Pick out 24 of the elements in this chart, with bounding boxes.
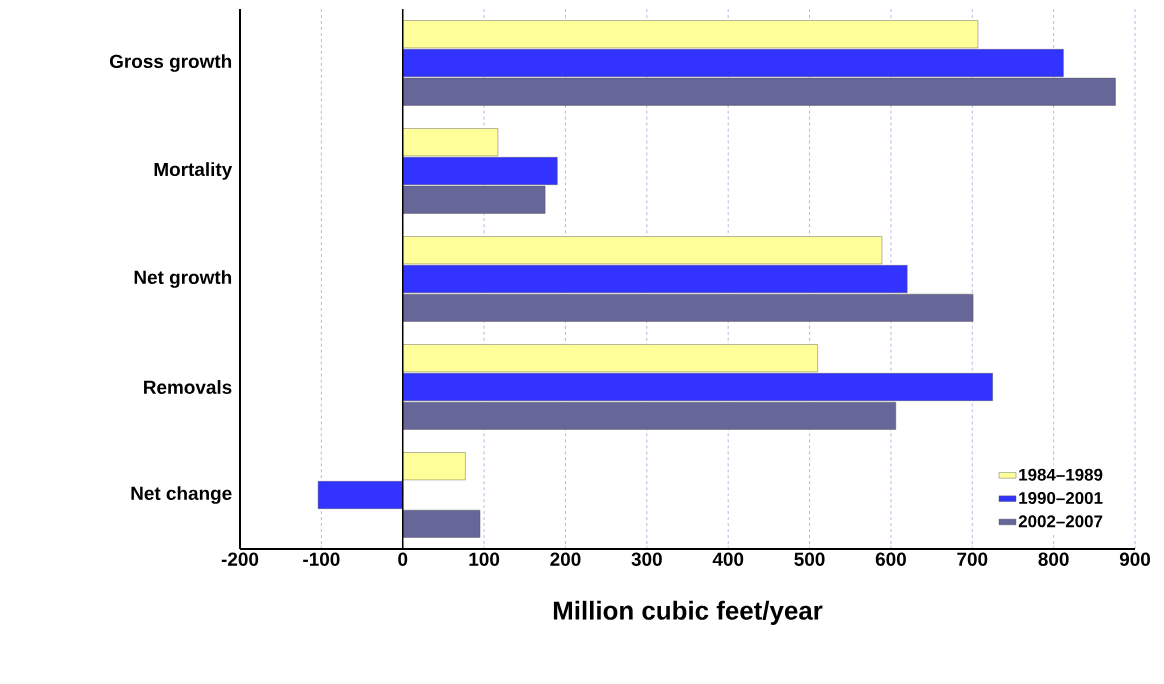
x-tick-label: 600	[875, 552, 906, 566]
y-tick-label: Mortality	[154, 162, 233, 180]
y-tick-label: Removals	[144, 380, 232, 394]
bar	[317, 481, 403, 509]
legend-label: 1990–2001	[1019, 492, 1103, 505]
x-tick-label: 900	[1119, 552, 1151, 566]
x-tick-label: 100	[469, 552, 500, 566]
y-tick-label: Gross growth	[109, 54, 232, 72]
x-tick-label: 500	[794, 552, 825, 566]
bar	[402, 452, 466, 481]
y-tick-label: Net growth	[134, 270, 232, 288]
legend-label: 1984–1989	[1019, 468, 1103, 481]
x-tick-label: -100	[303, 552, 340, 566]
x-tick-label: 200	[550, 552, 581, 566]
x-tick-label: 300	[631, 552, 662, 566]
y-tick-label: Net change	[131, 486, 232, 504]
x-tick-label: 700	[957, 552, 988, 566]
x-tick-label: -200	[221, 552, 259, 566]
x-tick-label: 800	[1038, 552, 1069, 566]
x-axis-title: Million cubic feet/year	[553, 600, 823, 625]
legend-label: 2002–2007	[1018, 515, 1103, 528]
bar	[402, 509, 481, 538]
x-tick-label: 400	[712, 552, 744, 566]
x-tick-label: 0	[398, 552, 408, 566]
